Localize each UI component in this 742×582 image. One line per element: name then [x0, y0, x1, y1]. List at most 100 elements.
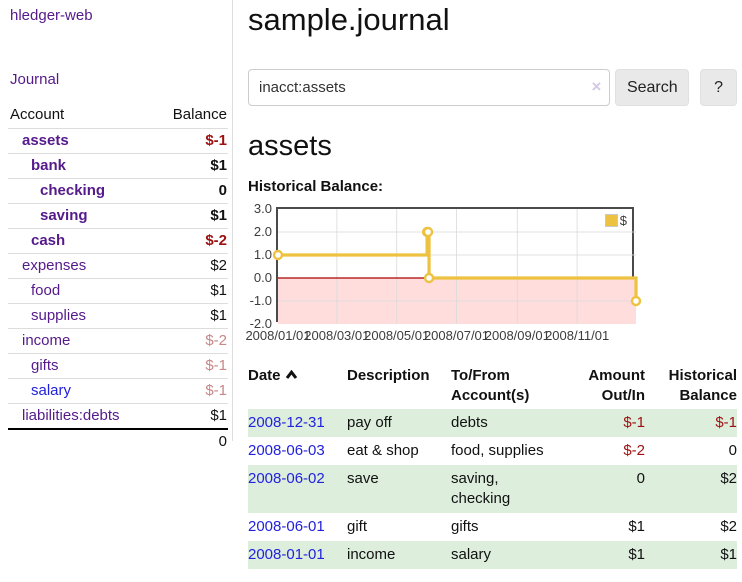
transaction-row: 2008-06-03 eat & shop food, supplies $-2…: [248, 437, 737, 465]
account-link[interactable]: assets: [22, 132, 69, 149]
app-brand-link[interactable]: hledger-web: [10, 7, 93, 24]
accounts-table: Account Balance assets $-1 bank $1 check…: [8, 103, 228, 454]
y-axis-tick-label: -2.0: [249, 316, 272, 331]
account-link[interactable]: income: [22, 332, 71, 349]
account-row: food $1: [8, 278, 228, 304]
register-header-date-label: Date: [248, 367, 281, 384]
search-input[interactable]: [248, 69, 611, 106]
x-axis-tick-label: 2008/11/01: [545, 328, 610, 343]
account-link[interactable]: salary: [31, 382, 72, 399]
transaction-row: 2008-06-02 save saving, checking 0 $2: [248, 465, 737, 513]
transaction-accounts: gifts: [451, 518, 479, 535]
transaction-amount: $-2: [623, 442, 645, 459]
register-header-row: Date Description To/From Account(s) Amou…: [248, 364, 737, 409]
transaction-date-link[interactable]: 2008-12-31: [248, 414, 325, 431]
account-row: gifts $-1: [8, 353, 228, 379]
search-button[interactable]: Search: [615, 69, 690, 106]
transaction-accounts: food, supplies: [451, 442, 544, 459]
accounts-total-row: 0: [8, 428, 228, 454]
account-link[interactable]: supplies: [31, 307, 87, 324]
legend-swatch-icon: [604, 214, 618, 227]
transaction-description: eat & shop: [347, 442, 419, 459]
transaction-balance: $-1: [715, 414, 737, 431]
account-row: saving $1: [8, 203, 228, 229]
chart-title: Historical Balance:: [248, 178, 384, 195]
transaction-accounts: saving, checking: [451, 470, 511, 507]
transaction-balance: $1: [720, 546, 737, 563]
transaction-amount: $-1: [623, 414, 645, 431]
accounts-header-balance: Balance: [172, 106, 227, 123]
register-header-amount: Amount Out/In: [588, 367, 645, 404]
y-axis-tick-label: 0.0: [253, 270, 272, 285]
y-axis-tick-label: 2.0: [253, 224, 272, 239]
account-balance: $-2: [153, 228, 228, 254]
account-balance: $1: [153, 203, 228, 229]
account-balance: $-1: [153, 353, 228, 379]
legend-label: $: [619, 213, 627, 228]
transaction-balance: $2: [720, 470, 737, 487]
search-form: × Search ?: [248, 69, 737, 106]
main-pane: sample.journal × Search ? assets Histori…: [245, 0, 737, 569]
chart-plot-area: $: [272, 207, 642, 324]
transaction-row: 2008-01-01 income salary $1 $1: [248, 541, 737, 569]
transaction-row: 2008-06-01 gift gifts $1 $2: [248, 513, 737, 541]
account-row: assets $-1: [8, 128, 228, 154]
register-header-date[interactable]: Date: [248, 364, 347, 409]
transaction-date-link[interactable]: 2008-06-03: [248, 442, 325, 459]
account-balance: $1: [153, 153, 228, 179]
transaction-date-link[interactable]: 2008-06-01: [248, 518, 325, 535]
account-link[interactable]: gifts: [31, 357, 59, 374]
account-link[interactable]: bank: [31, 157, 67, 174]
x-axis-tick-label: 2008/09/01: [484, 328, 550, 343]
page-title: sample.journal: [248, 2, 450, 37]
account-balance: $2: [153, 253, 228, 279]
x-axis-tick-label: 2008/03/01: [304, 328, 370, 343]
account-row: expenses $2: [8, 253, 228, 279]
register-table: Date Description To/From Account(s) Amou…: [248, 364, 737, 569]
account-heading: assets: [248, 130, 332, 162]
accounts-total-balance: 0: [153, 428, 228, 454]
y-axis-tick-label: -1.0: [249, 293, 272, 308]
y-axis-tick-label: 3.0: [253, 201, 272, 216]
transaction-description: save: [347, 470, 379, 487]
transaction-date-link[interactable]: 2008-01-01: [248, 546, 325, 563]
sidebar-item-journal[interactable]: Journal: [10, 71, 60, 88]
sidebar: hledger-web Journal Account Balance asse…: [0, 0, 233, 454]
transaction-amount: $1: [628, 518, 645, 535]
account-balance: $-1: [153, 378, 228, 404]
help-button[interactable]: ?: [700, 69, 737, 106]
account-row: bank $1: [8, 153, 228, 179]
transaction-row: 2008-12-31 pay off debts $-1 $-1: [248, 409, 737, 437]
transaction-date-link[interactable]: 2008-06-02: [248, 470, 325, 487]
account-balance: $1: [153, 303, 228, 329]
transaction-accounts: salary: [451, 546, 492, 563]
account-row: salary $-1: [8, 378, 228, 404]
chart-legend: $: [604, 213, 627, 228]
x-axis-tick-label: 2008/07/01: [423, 328, 490, 343]
register-header-accounts: To/From Account(s): [451, 367, 530, 404]
account-balance: $-1: [153, 128, 228, 154]
account-row: cash $-2: [8, 228, 228, 254]
account-link[interactable]: liabilities:debts: [22, 407, 120, 424]
transaction-accounts: debts: [451, 414, 488, 431]
register-header-balance: Historical Balance: [668, 367, 737, 404]
transaction-amount: 0: [636, 470, 645, 487]
account-row: supplies $1: [8, 303, 228, 329]
account-link[interactable]: checking: [40, 182, 106, 199]
account-link[interactable]: cash: [31, 232, 66, 249]
account-balance: $1: [153, 278, 228, 304]
transaction-description: income: [347, 546, 396, 563]
clear-search-icon[interactable]: ×: [591, 77, 602, 96]
y-axis-tick-label: 1.0: [253, 247, 272, 262]
transaction-balance: $2: [720, 518, 737, 535]
account-row: liabilities:debts $1: [8, 403, 228, 429]
account-balance: $1: [153, 403, 228, 429]
transaction-description: pay off: [347, 414, 392, 431]
account-link[interactable]: expenses: [22, 257, 87, 274]
transaction-balance: 0: [728, 442, 737, 459]
account-link[interactable]: saving: [40, 207, 88, 224]
accounts-header-account: Account: [10, 106, 65, 123]
transaction-description: gift: [347, 518, 368, 535]
account-link[interactable]: food: [31, 282, 61, 299]
x-axis-tick-label: 2008/05/01: [364, 328, 430, 343]
